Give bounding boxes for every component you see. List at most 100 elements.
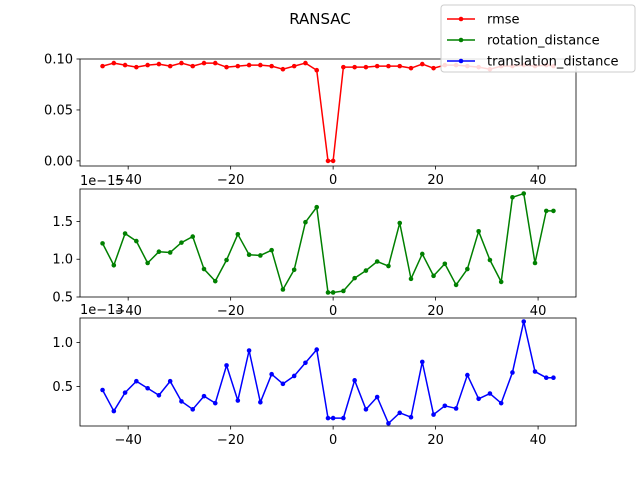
x-tick-label: 20 bbox=[427, 304, 444, 319]
data-point-rmse bbox=[341, 64, 346, 70]
data-point-translation_distance bbox=[303, 360, 308, 366]
y-tick-label: 0.10 bbox=[44, 53, 73, 68]
data-point-rotation_distance bbox=[156, 249, 162, 254]
data-point-rotation_distance bbox=[167, 250, 173, 255]
legend-label: translation_distance bbox=[487, 55, 619, 70]
data-point-rmse bbox=[224, 64, 229, 70]
data-point-rotation_distance bbox=[498, 279, 504, 285]
data-point-translation_distance bbox=[190, 407, 196, 412]
data-point-translation_distance bbox=[419, 359, 425, 365]
data-point-rotation_distance bbox=[532, 260, 538, 266]
data-point-rmse bbox=[280, 66, 286, 72]
x-tick-label: 40 bbox=[530, 433, 547, 448]
data-point-rmse bbox=[190, 63, 196, 69]
data-point-translation_distance bbox=[122, 390, 128, 395]
data-point-translation_distance bbox=[269, 371, 274, 377]
data-point-rmse bbox=[201, 60, 207, 66]
data-point-translation_distance bbox=[352, 378, 357, 383]
data-point-rotation_distance bbox=[314, 204, 320, 210]
legend-item-rmse: rmse bbox=[447, 13, 520, 28]
data-point-rmse bbox=[431, 65, 436, 71]
axes-frame bbox=[79, 188, 577, 298]
data-point-translation_distance bbox=[386, 421, 391, 426]
data-point-rotation_distance bbox=[280, 287, 286, 292]
legend-marker bbox=[458, 16, 464, 22]
data-point-translation_distance bbox=[498, 400, 504, 406]
data-point-rotation_distance bbox=[397, 220, 403, 226]
data-point-rmse bbox=[374, 63, 380, 69]
data-point-rotation_distance bbox=[487, 257, 493, 263]
data-point-rotation_distance bbox=[111, 262, 117, 268]
data-point-rmse bbox=[419, 61, 425, 67]
y-tick-label: 0.5 bbox=[52, 380, 73, 395]
data-point-translation_distance bbox=[408, 414, 414, 420]
data-point-translation_distance bbox=[314, 347, 320, 352]
data-point-translation_distance bbox=[397, 410, 403, 416]
data-point-translation_distance bbox=[532, 369, 538, 374]
data-point-translation_distance bbox=[111, 408, 117, 414]
x-tick-label: −40 bbox=[114, 304, 141, 319]
data-point-rmse bbox=[235, 63, 241, 69]
series-line-rmse bbox=[102, 62, 554, 162]
series-line-rotation_distance bbox=[101, 192, 554, 294]
data-point-rotation_distance bbox=[386, 263, 391, 269]
data-point-translation_distance bbox=[476, 396, 481, 402]
legend-marker bbox=[458, 58, 464, 64]
data-point-rotation_distance bbox=[408, 276, 414, 282]
data-point-rotation_distance bbox=[212, 278, 218, 284]
data-point-translation_distance bbox=[551, 375, 556, 381]
data-point-rmse bbox=[145, 62, 150, 68]
x-tick-label: 0 bbox=[329, 433, 337, 448]
data-point-translation_distance bbox=[212, 400, 218, 406]
data-point-rotation_distance bbox=[551, 208, 556, 214]
subplot-2: −40 −20 0 20 40 0.5 1.0 1.5 1e−15 bbox=[52, 174, 577, 319]
subplot-3: −40 −20 0 20 40 0.5 1.0 1e−13 bbox=[52, 303, 577, 448]
chart-title: RANSAC bbox=[289, 10, 351, 28]
data-point-rotation_distance bbox=[190, 234, 196, 239]
data-point-rotation_distance bbox=[179, 240, 184, 245]
y-tick-label: 0.00 bbox=[44, 154, 73, 169]
x-tick-label: −20 bbox=[217, 304, 244, 319]
data-point-rmse bbox=[386, 63, 391, 69]
legend-marker bbox=[458, 37, 464, 43]
data-point-rmse bbox=[314, 67, 320, 73]
data-point-rotation_distance bbox=[453, 282, 459, 288]
data-point-rmse bbox=[212, 60, 218, 66]
data-point-rmse bbox=[363, 64, 369, 70]
x-tick-label: 40 bbox=[530, 173, 547, 188]
data-point-rmse bbox=[111, 60, 117, 66]
y-offset-text: 1e−13 bbox=[80, 303, 124, 318]
data-point-translation_distance bbox=[145, 385, 150, 391]
data-point-rmse bbox=[269, 63, 274, 69]
data-point-rotation_distance bbox=[235, 232, 241, 237]
data-point-translation_distance bbox=[465, 372, 470, 378]
data-point-rmse bbox=[352, 64, 357, 70]
data-point-rmse bbox=[325, 158, 331, 164]
data-point-translation_distance bbox=[134, 378, 139, 384]
data-point-translation_distance bbox=[167, 378, 173, 384]
data-point-translation_distance bbox=[363, 407, 369, 412]
data-point-translation_distance bbox=[235, 398, 241, 403]
data-point-rotation_distance bbox=[543, 208, 549, 214]
y-tick-label: 1.0 bbox=[52, 253, 73, 268]
data-point-rmse bbox=[100, 63, 105, 69]
legend-item-translation_distance: translation_distance bbox=[447, 55, 619, 70]
data-point-rotation_distance bbox=[476, 228, 481, 234]
data-point-rmse bbox=[303, 60, 308, 66]
data-point-rmse bbox=[246, 62, 252, 68]
axes-frame bbox=[79, 317, 577, 427]
data-point-translation_distance bbox=[179, 399, 184, 404]
data-point-rmse bbox=[179, 60, 184, 66]
legend-box bbox=[440, 4, 636, 73]
data-point-rmse bbox=[134, 64, 139, 70]
data-point-translation_distance bbox=[510, 370, 515, 375]
data-point-rotation_distance bbox=[303, 219, 308, 225]
data-point-translation_distance bbox=[224, 363, 229, 368]
axes-frame bbox=[79, 58, 577, 167]
data-point-translation_distance bbox=[487, 391, 493, 396]
data-point-translation_distance bbox=[442, 403, 448, 409]
data-point-rotation_distance bbox=[431, 273, 436, 279]
data-point-rotation_distance bbox=[363, 268, 369, 273]
data-point-rmse bbox=[330, 158, 336, 164]
